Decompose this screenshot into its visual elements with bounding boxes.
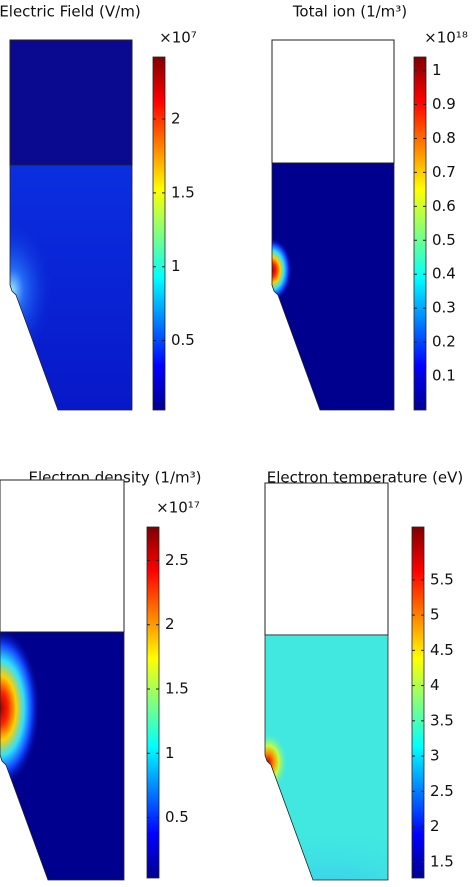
upper-domain	[9, 39, 133, 166]
field-hotspot	[0, 632, 40, 788]
colorbar-tick-label: 2	[430, 817, 440, 835]
colorbar-tick-label: 1	[165, 744, 175, 762]
colorbar-tick-label: 3	[430, 747, 440, 765]
colorbar-tick-label: 0.7	[432, 163, 456, 181]
colorbar-tick-label: 3.5	[430, 711, 454, 729]
colorbar-tick-label: 1.5	[165, 680, 189, 698]
colorbar	[152, 56, 166, 411]
lower-domain	[272, 163, 394, 410]
domain-outline	[9, 164, 133, 411]
colorbar-tick-label: 2	[165, 615, 175, 633]
colorbar-tick-label: 5.5	[430, 570, 454, 588]
lower-domain	[10, 165, 132, 410]
colorbar-tick-label: 5	[430, 606, 440, 624]
colorbar-tick-label: 0.8	[432, 129, 456, 147]
domain-outline	[271, 162, 395, 411]
colorbar-multiplier: ×10¹⁷	[156, 499, 200, 517]
colorbar-tick-label: 2	[171, 110, 181, 128]
colorbar-multiplier: ×10⁷	[159, 29, 197, 47]
colorbar-tick-label: 4	[430, 676, 440, 694]
colorbar-tick-label: 0.9	[432, 95, 456, 113]
colorbar-tick-label: 1.5	[171, 183, 195, 201]
colorbar-tick-label: 0.2	[432, 333, 456, 351]
colorbar-tick-label: 0.5	[432, 231, 456, 249]
upper-domain	[0, 479, 125, 633]
upper-domain	[264, 482, 389, 636]
colorbar-tick-label: 2.5	[430, 782, 454, 800]
colorbar-tick-label: 1	[432, 61, 442, 79]
colorbar-tick-label: 1.5	[430, 852, 454, 870]
panel-title: Electron temperature (eV)	[267, 469, 464, 487]
colorbar-tick-label: 0.6	[432, 197, 456, 215]
colorbar-tick-label: 4.5	[430, 641, 454, 659]
domain-outline	[264, 634, 389, 881]
colorbar-tick-label: 2.5	[165, 551, 189, 569]
colorbar-tick-label: 1	[171, 257, 181, 275]
colorbar-tick-label: 0.5	[171, 331, 195, 349]
colorbar-multiplier: ×10¹⁸	[424, 29, 468, 47]
upper-domain	[271, 39, 395, 164]
panel-title: Total ion (1/m³)	[292, 3, 407, 21]
colorbar	[146, 526, 160, 879]
colorbar-tick-label: 0.5	[165, 808, 189, 826]
field-hotspot	[272, 238, 292, 302]
panel-title: Electric Field (V/m)	[0, 3, 141, 21]
colorbar-tick-label: 0.4	[432, 265, 456, 283]
colorbar-tick-label: 0.3	[432, 299, 456, 317]
colorbar	[413, 56, 427, 411]
colorbar-tick-label: 0.1	[432, 367, 456, 385]
field-hotspot	[265, 800, 388, 880]
domain-outline	[0, 631, 125, 881]
